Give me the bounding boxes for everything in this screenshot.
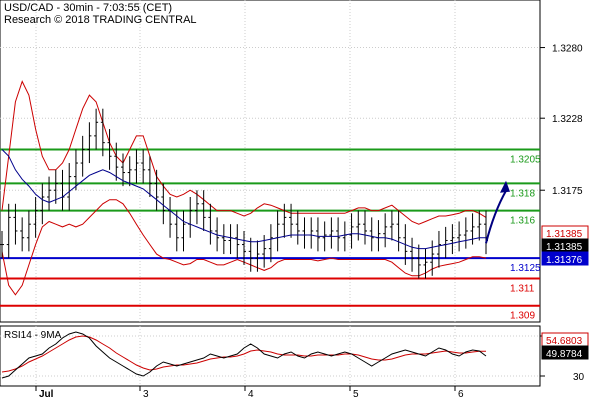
x-tick-label: 5 — [353, 389, 359, 400]
level-label: 1.318 — [510, 188, 535, 199]
rsi-ma-line — [1, 335, 486, 373]
rsi-line — [1, 331, 487, 379]
x-axis: Jul 3 4 5 6 — [35, 386, 464, 400]
x-tick-label: 6 — [458, 389, 464, 400]
grid — [0, 0, 540, 386]
x-tick-label: 3 — [143, 389, 149, 400]
level-label: 1.309 — [510, 311, 535, 322]
price-tag-label: 1.31385 — [546, 242, 583, 253]
forecast-arrowhead — [500, 180, 510, 193]
moving-average — [1, 149, 486, 250]
level-label: 1.3205 — [510, 154, 541, 165]
level-label: 1.311 — [510, 284, 535, 295]
price-panel-frame — [0, 0, 541, 323]
price-tag-label: 1.31385 — [546, 229, 583, 240]
level-label: 1.3125 — [510, 263, 541, 274]
rsi-tag — [541, 345, 589, 360]
x-tick-label: Jul — [39, 389, 54, 400]
price-tag — [541, 251, 589, 266]
price-series — [0, 80, 510, 296]
y-tick-label: 1.3280 — [552, 44, 583, 55]
price-tag-label: 1.31376 — [546, 255, 583, 266]
key-levels: 1.3205 1.318 1.316 1.3125 1.311 1.309 — [0, 148, 541, 322]
rsi-title: RSI14 - 9MA — [4, 330, 62, 341]
x-tick-label: 4 — [248, 389, 254, 400]
y-tick-label: 1.3175 — [552, 186, 583, 197]
y-tick-label: 1.3228 — [552, 114, 583, 125]
bollinger-upper — [1, 80, 487, 225]
level-label: 1.316 — [510, 216, 535, 227]
rsi-y-tick-label: 30 — [573, 372, 585, 383]
chart-title: USD/CAD - 30min - 7:03:55 (CET) — [4, 2, 172, 14]
price-tags: 1.31385 1.31385 1.31376 54.6803 49.8784 — [541, 225, 589, 360]
forecast-arrow — [485, 190, 507, 244]
chart-credit: Research © 2018 TRADING CENTRAL — [4, 14, 197, 26]
rsi-tag-label: 54.6803 — [546, 336, 583, 347]
rsi-tag-label: 49.8784 — [546, 349, 583, 360]
rsi-series — [1, 331, 487, 379]
